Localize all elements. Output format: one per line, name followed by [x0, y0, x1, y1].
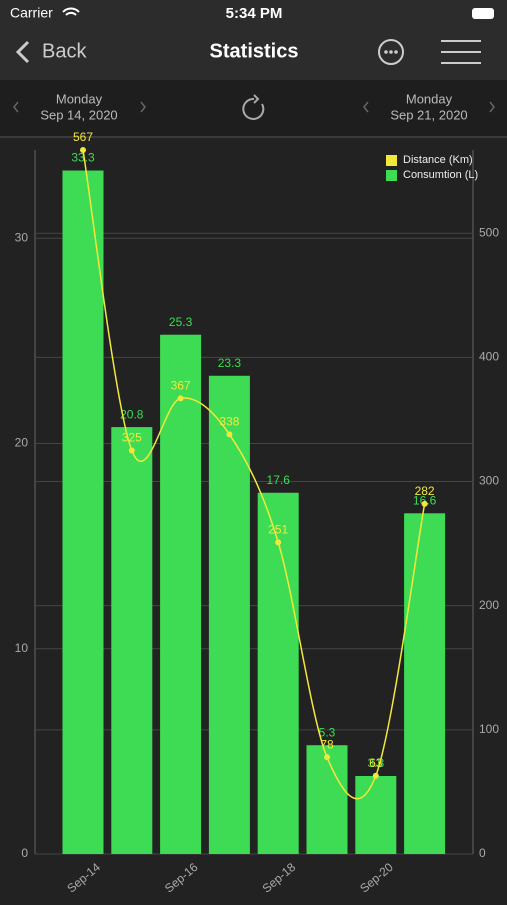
bar — [355, 776, 397, 854]
back-chevron — [15, 40, 30, 64]
line-value-label: 251 — [268, 523, 288, 537]
back-label[interactable]: Back — [42, 40, 87, 62]
line-value-label: 282 — [415, 484, 435, 498]
battery-icon — [472, 8, 494, 19]
refresh-button[interactable] — [242, 94, 265, 120]
line-value-label: 325 — [122, 431, 142, 445]
legend-swatch — [386, 155, 397, 166]
menu-button[interactable] — [441, 40, 481, 64]
bar — [111, 427, 153, 854]
start-date: Sep 14, 2020 — [40, 107, 117, 122]
y-tick-label: 30 — [15, 230, 29, 244]
more-icon — [378, 39, 404, 65]
line-value-label: 63 — [369, 756, 383, 770]
bar — [160, 334, 202, 854]
line-point — [80, 147, 86, 153]
line-value-label: 567 — [73, 130, 93, 144]
more-button[interactable] — [378, 39, 404, 65]
line-point — [421, 500, 428, 507]
y2-tick-label: 100 — [479, 722, 499, 736]
bar-value-label: 33.3 — [71, 151, 95, 165]
end-weekday: Monday — [406, 91, 453, 106]
bar-value-label: 5.3 — [319, 725, 336, 739]
clock: 5:34 PM — [226, 5, 283, 22]
nav-title: Statistics — [210, 40, 299, 62]
x-tick-label: Sep-14 — [64, 860, 103, 896]
start-weekday: Monday — [56, 91, 103, 106]
line-point — [226, 431, 233, 438]
line-value-label: 78 — [320, 737, 334, 751]
line-point — [177, 395, 184, 402]
next-end[interactable] — [489, 101, 495, 113]
y2-tick-label: 200 — [479, 598, 499, 612]
next-start[interactable] — [140, 101, 146, 113]
y2-tick-label: 300 — [479, 474, 499, 488]
bar-value-label: 17.6 — [267, 473, 291, 487]
legend-label: Consumtion (L) — [403, 169, 478, 181]
line-value-label: 367 — [171, 378, 191, 392]
x-tick-label: Sep-20 — [357, 860, 396, 896]
x-tick-label: Sep-16 — [162, 860, 201, 896]
bar — [62, 170, 104, 854]
bar — [306, 745, 348, 854]
prev-end[interactable] — [363, 101, 369, 113]
dot — [389, 50, 393, 54]
line-value-label: 338 — [219, 415, 239, 429]
y2-tick-label: 500 — [479, 225, 499, 239]
bar — [208, 375, 250, 854]
y-tick-label: 20 — [15, 436, 29, 450]
line-point — [324, 754, 330, 761]
line-point — [128, 447, 135, 454]
x-tick-label: Sep-18 — [260, 860, 299, 896]
prev-start[interactable] — [13, 101, 19, 113]
end-date: Sep 21, 2020 — [390, 107, 467, 122]
y-tick-label: 0 — [21, 846, 28, 860]
y2-tick-label: 0 — [479, 846, 486, 860]
wifi-icon — [62, 7, 80, 16]
bar-value-label: 23.3 — [218, 356, 242, 370]
bar — [404, 513, 446, 854]
line-point — [372, 772, 379, 779]
dot — [384, 50, 388, 54]
y2-tick-label: 400 — [479, 350, 499, 364]
bar — [257, 492, 299, 854]
bar-value-label: 16.6 — [413, 493, 437, 507]
legend-swatch — [386, 170, 397, 181]
legend-label: Distance (Km) — [403, 154, 473, 166]
y-tick-label: 10 — [15, 641, 29, 655]
bar-value-label: 25.3 — [169, 315, 193, 329]
dot — [394, 50, 398, 54]
line-point — [275, 539, 282, 546]
carrier: Carrier — [10, 5, 53, 21]
date-bar-bg — [0, 80, 507, 137]
bar-value-label: 20.8 — [120, 407, 144, 421]
header-bg — [0, 0, 507, 80]
back-button[interactable]: Back — [15, 40, 87, 64]
